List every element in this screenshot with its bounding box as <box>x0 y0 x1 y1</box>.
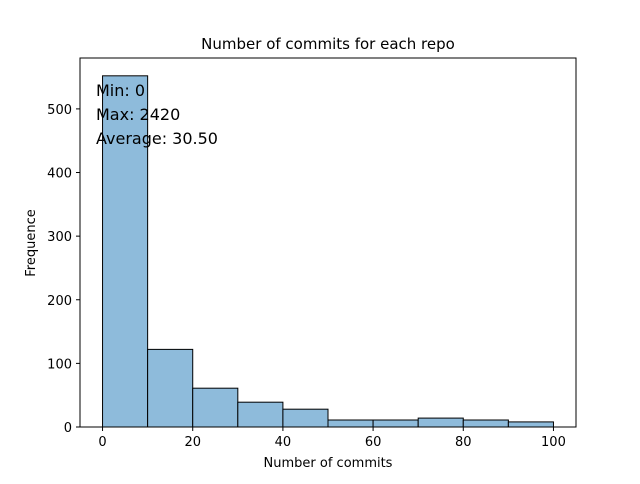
histogram-bar <box>417 417 464 428</box>
histogram-bar <box>237 401 284 428</box>
histogram-bar <box>372 419 419 428</box>
bars-layer <box>102 75 554 428</box>
y-tick-label: 400 <box>47 167 72 182</box>
x-tick-label: 20 <box>184 435 201 450</box>
x-tick-label: 40 <box>275 435 292 450</box>
ticks-layer: 0 20 40 60 80 100 0 100 200 300 400 500 <box>47 103 566 450</box>
histogram-bar <box>327 419 374 428</box>
x-tick-label: 60 <box>365 435 382 450</box>
histogram-bar <box>282 408 329 428</box>
y-tick-label: 200 <box>47 294 72 309</box>
histogram-bar <box>102 75 149 428</box>
y-tick-label: 500 <box>47 103 72 118</box>
x-tick-label: 0 <box>98 435 106 450</box>
plot-frame <box>79 57 577 428</box>
y-tick-label: 300 <box>47 230 72 245</box>
histogram-bar <box>462 419 509 428</box>
x-tick-label: 100 <box>541 435 566 450</box>
min-annotation: Min: 0 <box>96 81 145 100</box>
y-tick-label: 100 <box>47 357 72 372</box>
histogram-bar <box>507 421 554 428</box>
histogram-bar <box>147 348 194 428</box>
x-tick-label: 80 <box>455 435 472 450</box>
chart-title: Number of commits for each repo <box>201 35 455 53</box>
y-tick-label: 0 <box>64 421 72 436</box>
annotation-layer: Min: 0 Max: 2420 Average: 30.50 <box>96 81 218 148</box>
y-axis-label: Frequence <box>24 209 39 276</box>
max-annotation: Max: 2420 <box>96 105 180 124</box>
average-annotation: Average: 30.50 <box>96 129 218 148</box>
histogram-bar <box>192 387 239 428</box>
x-axis-label: Number of commits <box>264 456 393 471</box>
